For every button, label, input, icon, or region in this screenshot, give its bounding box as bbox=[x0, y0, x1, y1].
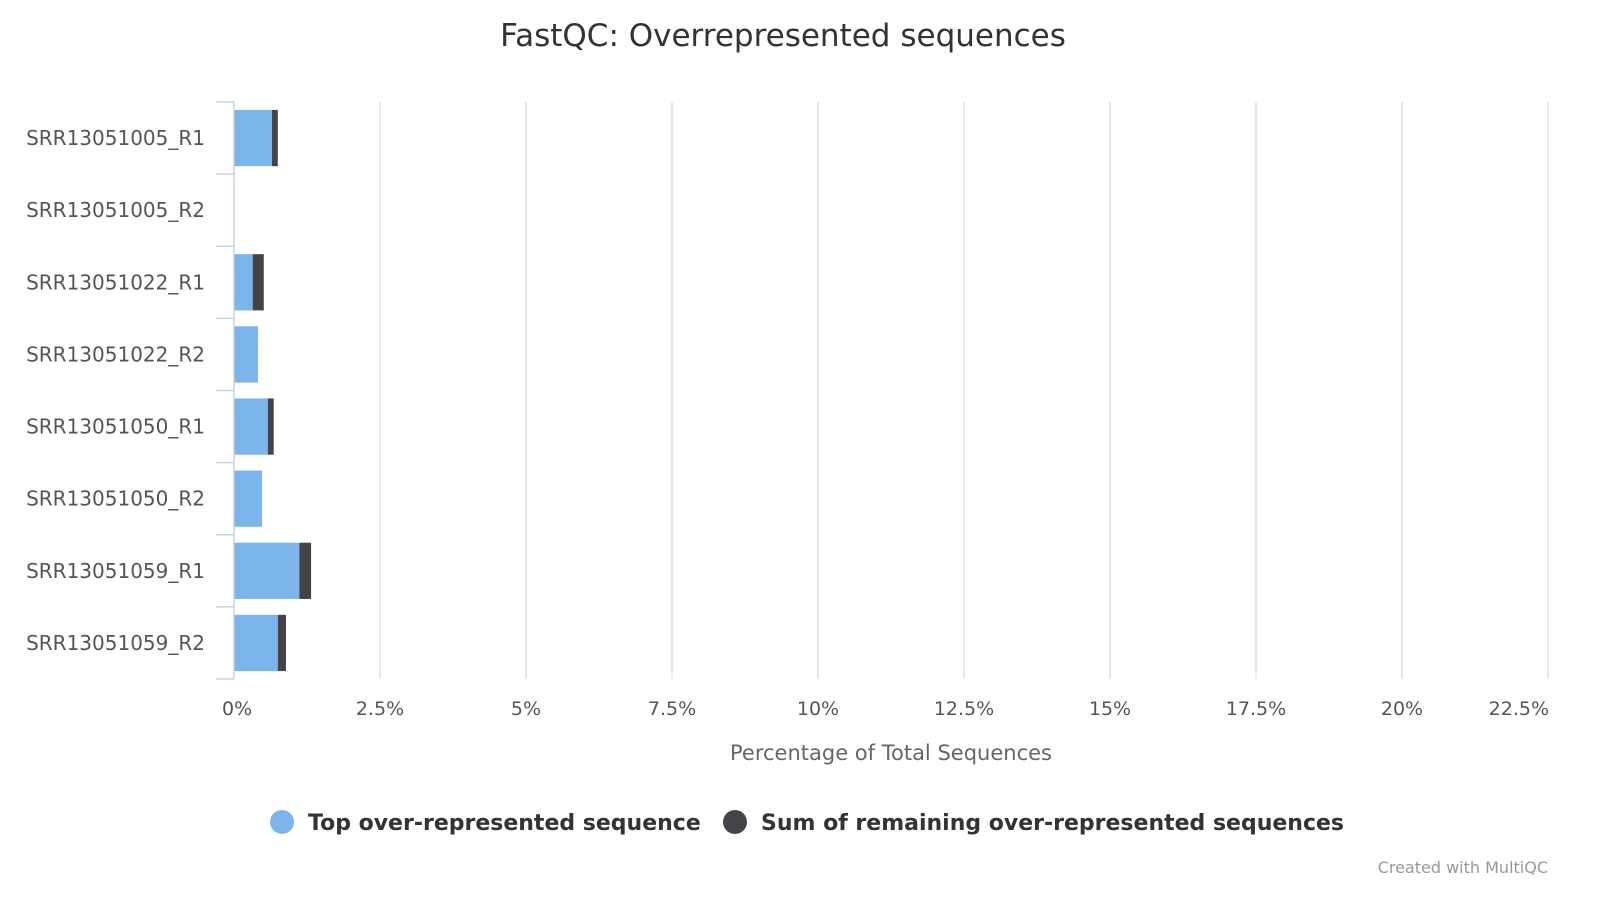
bar-top-sequence bbox=[234, 326, 258, 383]
bar-top-sequence bbox=[234, 470, 263, 527]
category-label: SRR13051022_R2 bbox=[26, 342, 205, 366]
category-label: SRR13051050_R1 bbox=[26, 415, 205, 439]
legend-marker-remaining-sequences bbox=[723, 810, 747, 834]
chart-title: FastQC: Overrepresented sequences bbox=[500, 18, 1066, 54]
legend-marker-top-sequence bbox=[270, 810, 294, 834]
category-labels: SRR13051005_R1 SRR13051005_R2 SRR13051022_… bbox=[26, 126, 205, 655]
category-label: SRR13051059_R2 bbox=[26, 631, 205, 655]
x-tick-label: 2.5% bbox=[356, 698, 404, 720]
x-axis-title: Percentage of Total Sequences bbox=[730, 741, 1052, 765]
gridlines bbox=[379, 102, 1549, 679]
x-tick-label: 0% bbox=[222, 698, 252, 720]
legend-label-remaining-sequences[interactable]: Sum of remaining over-represented sequen… bbox=[761, 811, 1344, 836]
bar-remaining-sequences bbox=[271, 109, 278, 167]
category-label: SRR13051050_R2 bbox=[26, 487, 205, 511]
bar-remaining-sequences bbox=[252, 254, 264, 311]
category-label: SRR13051005_R2 bbox=[26, 198, 205, 222]
category-label: SRR13051022_R1 bbox=[26, 270, 205, 294]
category-label: SRR13051005_R1 bbox=[26, 126, 205, 150]
x-tick-label: 17.5% bbox=[1226, 698, 1286, 720]
x-tick-label: 7.5% bbox=[648, 698, 696, 720]
x-tick-label: 22.5% bbox=[1489, 698, 1549, 720]
x-tick-label: 10% bbox=[797, 698, 839, 720]
x-tick-label: 12.5% bbox=[934, 698, 994, 720]
bars bbox=[234, 109, 312, 672]
bar-top-sequence bbox=[234, 254, 253, 311]
bar-remaining-sequences bbox=[267, 398, 274, 455]
x-tick-labels: 0% 2.5% 5% 7.5% 10% 12.5% 15% 17.5% 20% 22.5% bbox=[222, 698, 1549, 720]
credit-text[interactable]: Created with MultiQC bbox=[1378, 858, 1548, 877]
x-tick-label: 15% bbox=[1089, 698, 1131, 720]
category-axis bbox=[216, 101, 235, 680]
bar-remaining-sequences bbox=[299, 542, 312, 599]
bar-top-sequence bbox=[234, 398, 268, 455]
legend-label-top-sequence[interactable]: Top over-represented sequence bbox=[308, 811, 701, 836]
bar-top-sequence bbox=[234, 542, 300, 599]
bar-remaining-sequences bbox=[277, 614, 286, 672]
bar-top-sequence bbox=[234, 109, 272, 167]
bar-top-sequence bbox=[234, 614, 278, 672]
x-tick-label: 5% bbox=[511, 698, 541, 720]
x-tick-label: 20% bbox=[1381, 698, 1423, 720]
legend: Top over-represented sequence Sum of rema… bbox=[270, 810, 1344, 836]
category-label: SRR13051059_R1 bbox=[26, 559, 205, 583]
